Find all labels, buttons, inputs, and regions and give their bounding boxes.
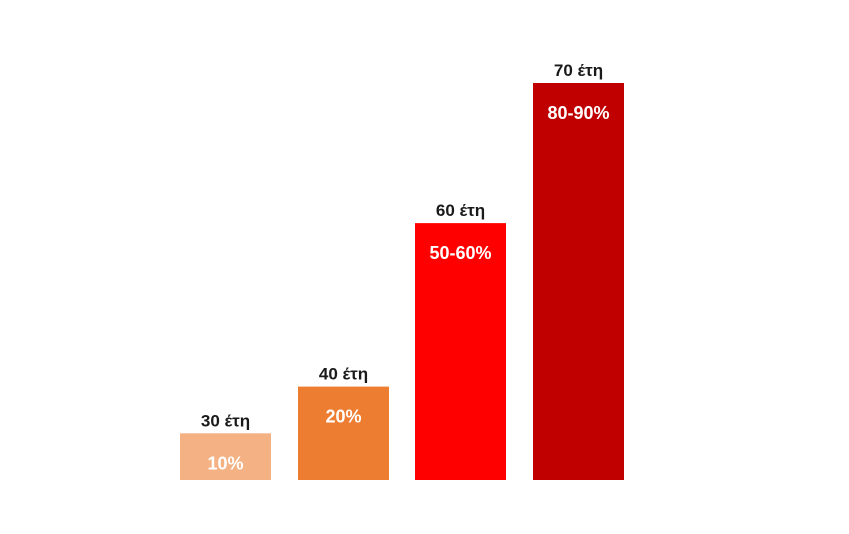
bar-1 xyxy=(180,433,271,480)
category-label-2: 40 έτη xyxy=(319,365,368,384)
category-label-1: 30 έτη xyxy=(201,411,250,430)
category-label-4: 70 έτη xyxy=(554,61,603,80)
value-label-4: 80-90% xyxy=(547,103,609,123)
value-label-3: 50-60% xyxy=(429,243,491,263)
bar-3 xyxy=(415,223,506,480)
bar-4 xyxy=(533,83,624,480)
value-label-1: 10% xyxy=(207,453,243,473)
labels-group: 30 έτη 10% 40 έτη 20% 60 έτη 50-60% 70 έτη 80-9… xyxy=(201,61,610,473)
bars-group xyxy=(180,83,624,480)
bar-2 xyxy=(298,386,389,480)
value-label-2: 20% xyxy=(325,407,361,427)
category-label-3: 60 έτη xyxy=(436,201,485,220)
